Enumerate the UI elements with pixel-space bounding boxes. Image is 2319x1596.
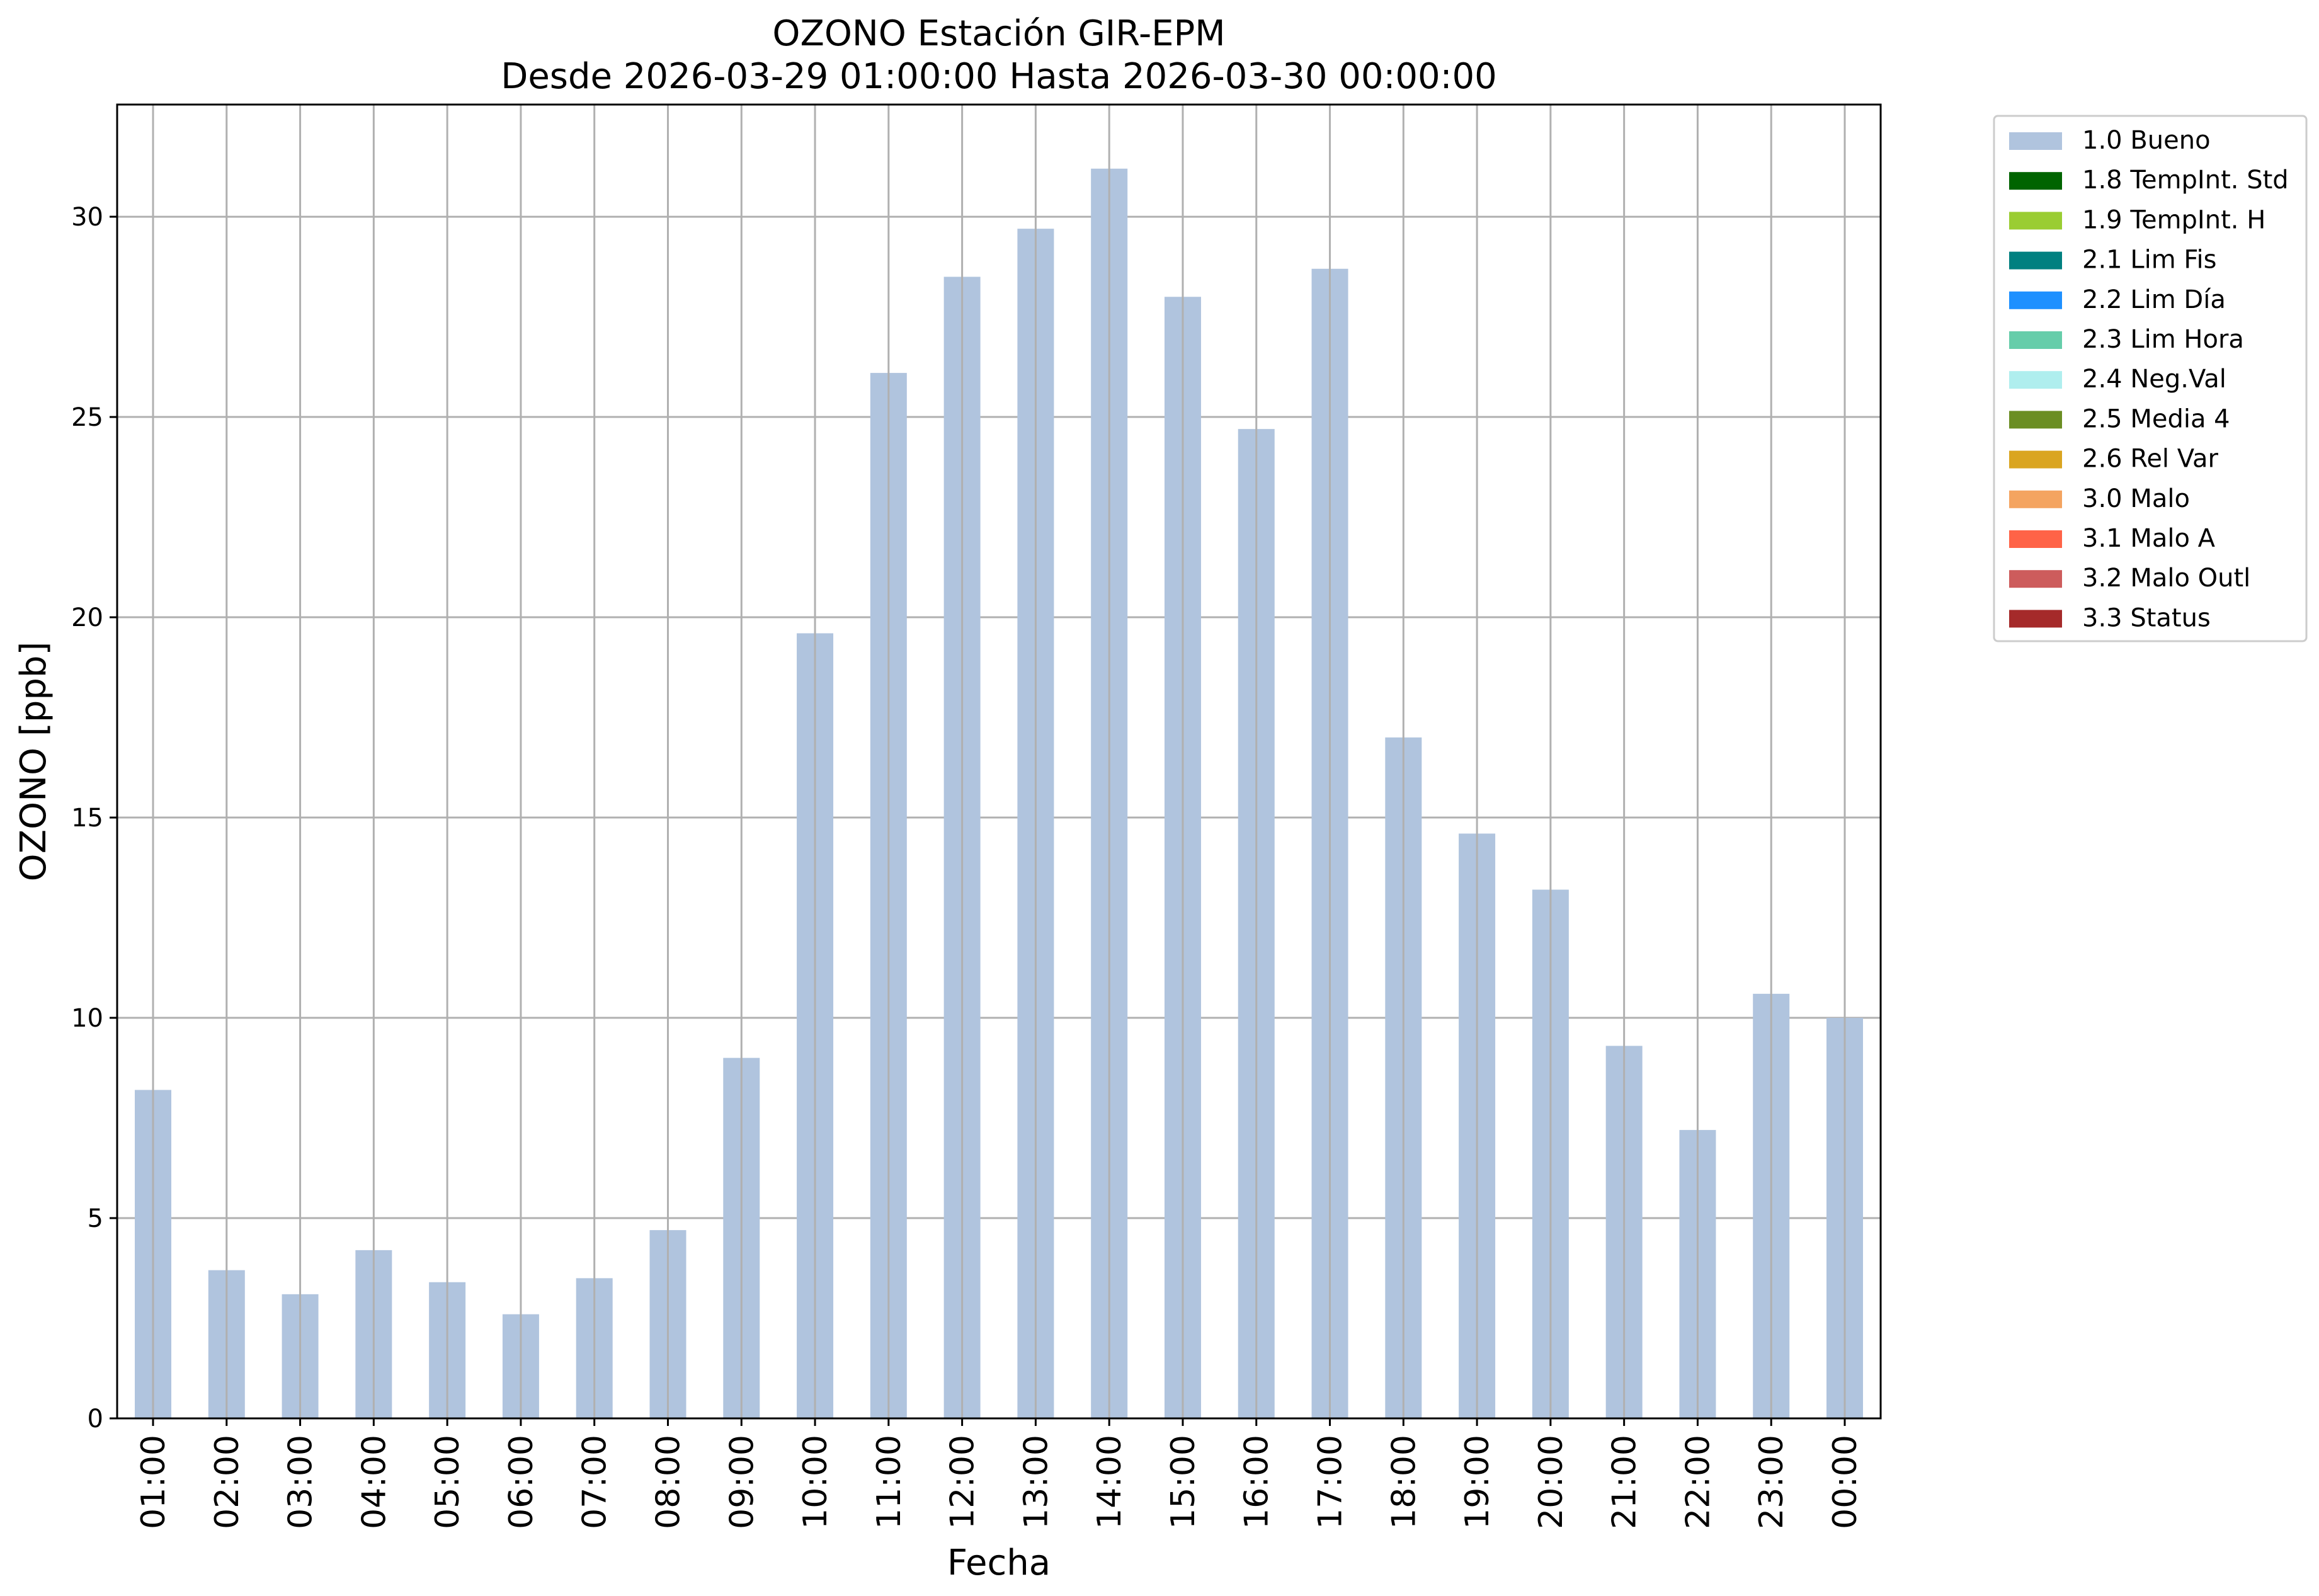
legend-entry-label: 2.1 Lim Fis xyxy=(2082,246,2216,275)
x-tick-label: 10:00 xyxy=(797,1435,835,1529)
legend-entry-label: 3.0 Malo xyxy=(2082,484,2190,513)
legend-swatch xyxy=(2009,530,2062,548)
x-tick-label: 22:00 xyxy=(1679,1435,1717,1529)
x-tick-label: 11:00 xyxy=(870,1435,908,1529)
legend-entry-label: 2.6 Rel Var xyxy=(2082,445,2219,474)
legend-entry-label: 3.3 Status xyxy=(2082,603,2211,632)
plot-area-frame xyxy=(116,103,1882,1420)
legend-entry-label: 2.4 Neg.Val xyxy=(2082,365,2226,394)
x-tick-label: 19:00 xyxy=(1459,1435,1496,1529)
y-tick-label: 30 xyxy=(71,203,103,232)
y-tick-label: 5 xyxy=(88,1204,103,1233)
x-tick-label: 08:00 xyxy=(649,1435,687,1529)
legend-swatch xyxy=(2009,450,2062,469)
legend-swatch xyxy=(2009,172,2062,190)
legend-swatch xyxy=(2009,291,2062,309)
legend-entry-label: 2.5 Media 4 xyxy=(2082,404,2230,433)
x-tick-label: 16:00 xyxy=(1238,1435,1276,1529)
y-tick-label: 10 xyxy=(71,1004,103,1033)
legend-entry-label: 1.0 Bueno xyxy=(2082,126,2211,155)
x-tick-label: 06:00 xyxy=(503,1435,540,1529)
legend-entry-label: 1.8 TempInt. Std xyxy=(2082,166,2289,195)
y-tick-label: 25 xyxy=(71,403,103,432)
x-tick-label: 07:00 xyxy=(576,1435,614,1529)
y-axis-ticks: 0 5 10 15 20 25 30 xyxy=(71,203,117,1434)
x-tick-label: 03:00 xyxy=(282,1435,320,1529)
x-tick-label: 00:00 xyxy=(1826,1435,1864,1529)
x-tick-label: 13:00 xyxy=(1017,1435,1055,1529)
legend: 1.0 Bueno 1.8 TempInt. Std 1.9 TempInt. H 2… xyxy=(1993,115,2308,642)
y-tick-label: 15 xyxy=(71,804,103,833)
legend-entry-label: 3.1 Malo A xyxy=(2082,524,2216,553)
x-tick-label: 01:00 xyxy=(135,1435,173,1529)
chart-title-line2: Desde 2026-03-29 01:00:00 Hasta 2026-03-… xyxy=(501,56,1497,97)
legend-swatch xyxy=(2009,212,2062,230)
x-tick-label: 04:00 xyxy=(355,1435,393,1529)
x-tick-label: 12:00 xyxy=(944,1435,982,1529)
chart-title-line1: OZONO Estación GIR-EPM xyxy=(772,13,1225,54)
legend-swatch xyxy=(2009,610,2062,628)
x-tick-label: 02:00 xyxy=(208,1435,246,1529)
legend-swatch xyxy=(2009,132,2062,150)
legend-entry-label: 2.2 Lim Día xyxy=(2082,285,2226,314)
x-tick-label: 09:00 xyxy=(723,1435,761,1529)
legend-box xyxy=(1993,115,2308,642)
x-tick-label: 20:00 xyxy=(1532,1435,1570,1529)
legend-swatch xyxy=(2009,411,2062,429)
vertical-grid-lines xyxy=(152,105,1846,1418)
legend-swatch xyxy=(2009,251,2062,270)
x-axis-label: Fecha xyxy=(947,1542,1051,1583)
legend-entry-label: 1.9 TempInt. H xyxy=(2082,205,2265,234)
x-tick-label: 05:00 xyxy=(429,1435,467,1529)
x-axis-ticks: 01:00 02:00 03:00 04:00 05:00 06:00 07:00 08:00… xyxy=(135,1418,1864,1529)
x-tick-label: 14:00 xyxy=(1091,1435,1129,1529)
x-tick-label: 18:00 xyxy=(1385,1435,1423,1529)
x-tick-label: 17:00 xyxy=(1312,1435,1350,1529)
bars xyxy=(135,168,1863,1419)
x-tick-label: 15:00 xyxy=(1165,1435,1202,1529)
grid-lines xyxy=(117,215,1881,1420)
legend-entry-label: 2.3 Lim Hora xyxy=(2082,325,2244,354)
x-tick-label: 21:00 xyxy=(1606,1435,1644,1529)
legend-swatch xyxy=(2009,490,2062,508)
legend-swatch xyxy=(2009,331,2062,349)
legend-entry-label: 3.2 Malo Outl xyxy=(2082,564,2250,593)
legend-swatch xyxy=(2009,570,2062,588)
y-axis-label: OZONO [ppb] xyxy=(13,642,54,882)
legend-swatch xyxy=(2009,371,2062,389)
x-tick-label: 23:00 xyxy=(1753,1435,1791,1529)
y-tick-label: 0 xyxy=(88,1405,103,1434)
y-tick-label: 20 xyxy=(71,603,103,632)
